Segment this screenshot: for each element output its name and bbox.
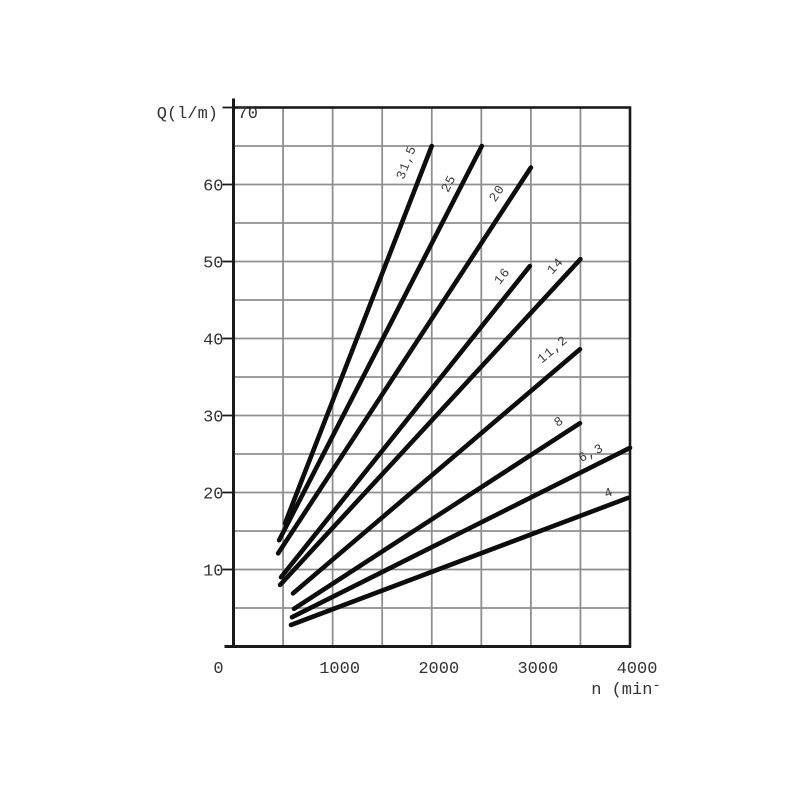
x-tick-label-2000: 2000 bbox=[418, 660, 459, 679]
x-tick-label-3000: 3000 bbox=[517, 660, 558, 679]
y-tick-label-70: 70 bbox=[238, 105, 258, 124]
y-tick-label-60: 60 bbox=[203, 178, 223, 197]
x-axis-title: n (min- bbox=[591, 678, 661, 700]
y-tick-label-40: 40 bbox=[203, 332, 223, 351]
x-tick-label-4000: 4000 bbox=[617, 660, 658, 679]
x-tick-label-0: 0 bbox=[213, 660, 223, 679]
curve-25 bbox=[276, 143, 485, 543]
y-axis-title: Q(l/m) bbox=[157, 105, 218, 124]
curve-8 bbox=[291, 420, 583, 612]
y-tick-label-30: 30 bbox=[203, 409, 223, 428]
curve-label-25: 25 bbox=[438, 172, 459, 195]
x-tick-label-1000: 1000 bbox=[319, 660, 360, 679]
curve-label-16: 16 bbox=[491, 265, 514, 288]
curve-6-3 bbox=[289, 445, 633, 620]
curve-4 bbox=[288, 495, 631, 628]
curve-31-5 bbox=[282, 143, 435, 526]
y-tick-label-10: 10 bbox=[203, 563, 223, 582]
y-tick-label-50: 50 bbox=[203, 255, 223, 274]
y-tick-label-20: 20 bbox=[203, 486, 223, 505]
curve-20 bbox=[275, 165, 534, 556]
curve-11-2 bbox=[290, 346, 583, 596]
curve-14 bbox=[277, 256, 583, 588]
curve-16 bbox=[278, 263, 533, 580]
curve-label-31-5: 31,5 bbox=[393, 143, 420, 181]
